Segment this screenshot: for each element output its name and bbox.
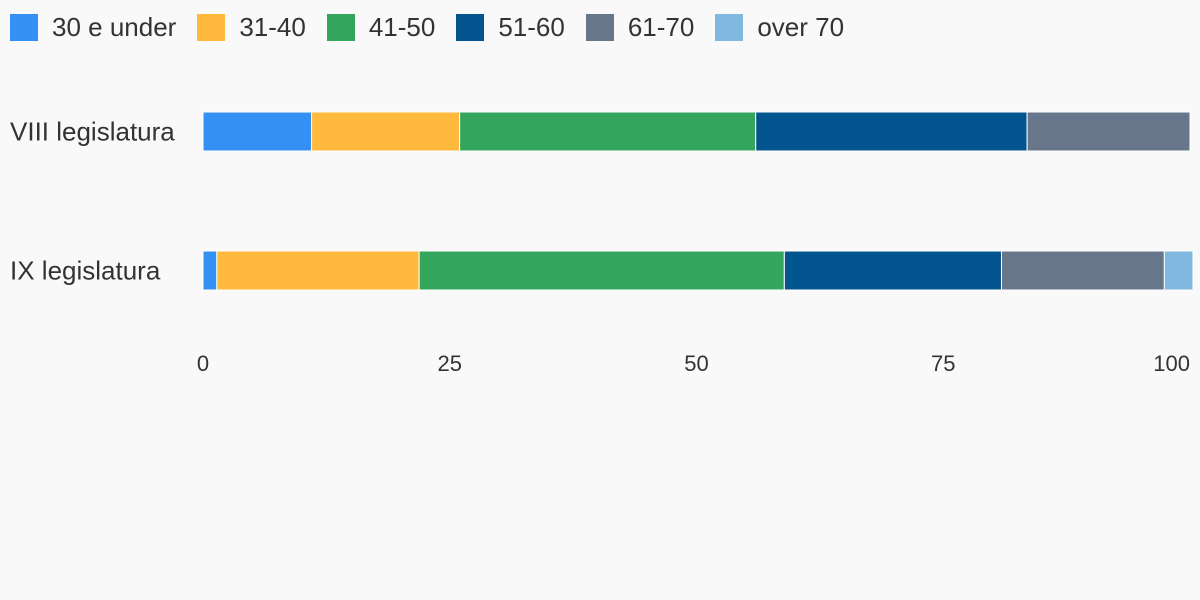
x-tick-label: 0	[197, 351, 209, 376]
x-tick-label: 75	[931, 351, 955, 376]
legend-label: over 70	[757, 12, 845, 42]
chart-legend: 30 e under 31-40 41-50 51-60 61-70 over 70	[10, 10, 865, 44]
bar-segment[interactable]	[755, 111, 1028, 152]
bar-segment[interactable]	[1000, 250, 1165, 291]
bar-segment[interactable]	[418, 250, 785, 291]
category-label: VIII legislatura	[10, 117, 175, 147]
legend-swatch	[585, 13, 614, 41]
bar-segment[interactable]	[202, 250, 218, 291]
legend-item[interactable]: 30 e under	[10, 10, 176, 44]
legend-label: 41-50	[368, 12, 436, 42]
bar-segment[interactable]	[1163, 250, 1194, 291]
x-tick-label: 25	[438, 351, 462, 376]
legend-label: 51-60	[498, 12, 565, 42]
x-tick-label: 50	[684, 351, 708, 376]
legend-swatch	[197, 13, 226, 41]
legend-item[interactable]: 41-50	[326, 10, 436, 44]
legend-label: 31-40	[239, 12, 306, 42]
legend-item[interactable]: 61-70	[585, 10, 695, 44]
bar-segment[interactable]	[311, 111, 461, 152]
category-label: IX legislatura	[10, 256, 161, 286]
legend-swatch	[456, 13, 485, 41]
legend-label: 30 e under	[52, 12, 177, 42]
legend-swatch	[715, 13, 744, 41]
legend-item[interactable]: over 70	[715, 10, 844, 44]
legend-label: 61-70	[627, 12, 695, 42]
bar-segment[interactable]	[783, 250, 1002, 291]
bar-segment[interactable]	[202, 111, 313, 152]
legend-item[interactable]: 51-60	[456, 10, 565, 44]
bar-segment[interactable]	[459, 111, 757, 152]
legend-swatch	[326, 13, 355, 41]
bar-segment[interactable]	[1026, 111, 1191, 152]
legend-item[interactable]: 31-40	[197, 10, 306, 44]
bar-segment[interactable]	[216, 250, 420, 291]
legend-swatch	[10, 13, 38, 41]
x-tick-label: 100	[1153, 351, 1190, 376]
